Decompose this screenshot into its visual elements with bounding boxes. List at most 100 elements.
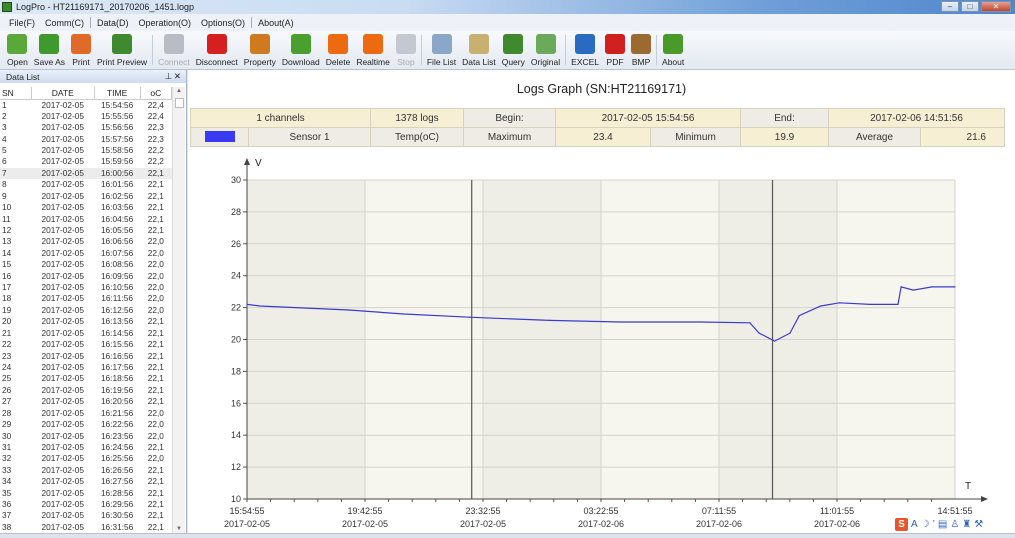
query-button[interactable]: Query [499,31,528,69]
pin-icon[interactable]: ⊥ [164,71,172,81]
menu-data[interactable]: Data(D) [97,17,129,28]
realtime-button[interactable]: Realtime [353,31,393,69]
table-row[interactable]: 25 2017-02-05 16:18:56 22,1 [0,373,172,384]
table-row[interactable]: 37 2017-02-05 16:30:56 22,1 [0,510,172,521]
table-row[interactable]: 24 2017-02-05 16:17:56 22,1 [0,362,172,373]
table-row[interactable]: 15 2017-02-05 16:08:56 22,0 [0,259,172,270]
close-button[interactable]: ✕ [981,1,1011,12]
ime-mode-icon[interactable]: A [911,519,918,530]
table-row[interactable]: 36 2017-02-05 16:29:56 22,1 [0,499,172,510]
original-button[interactable]: Original [528,31,563,69]
table-row[interactable]: 2 2017-02-05 15:55:56 22,4 [0,111,172,122]
file-list-button[interactable]: File List [424,31,459,69]
table-row[interactable]: 33 2017-02-05 16:26:56 22,1 [0,465,172,476]
table-row[interactable]: 20 2017-02-05 16:13:56 22,1 [0,316,172,327]
maximum-label: Maximum [463,127,556,147]
table-row[interactable]: 31 2017-02-05 16:24:56 22,1 [0,442,172,453]
cell-date: 2017-02-05 [41,247,84,258]
connect-button[interactable]: Connect [155,31,193,69]
minimize-button[interactable]: – [941,1,959,12]
download-button[interactable]: Download [279,31,323,69]
menu-comm[interactable]: Comm(C) [45,17,84,28]
table-row[interactable]: 28 2017-02-05 16:21:56 22,0 [0,407,172,418]
column-header-date[interactable]: DATE [31,87,95,100]
cell-sn: 16 [2,270,12,281]
ime-keyboard-icon[interactable]: ▤ [937,519,948,530]
about-button[interactable]: About [659,31,687,69]
table-row[interactable]: 1 2017-02-05 15:54:56 22,4 [0,99,172,111]
data-list-button[interactable]: Data List [459,31,499,69]
table-row[interactable]: 13 2017-02-05 16:06:56 22,0 [0,236,172,247]
table-row[interactable]: 18 2017-02-05 16:11:56 22,0 [0,293,172,304]
ime-toolbar[interactable]: S A ☽ ’ ▤ ♙ ♜ ⚒ [895,518,983,531]
scrollbar-thumb[interactable] [175,98,184,108]
table-row[interactable]: 9 2017-02-05 16:02:56 22,1 [0,190,172,201]
table-row[interactable]: 22 2017-02-05 16:15:56 22,1 [0,339,172,350]
y-tick-label: 22 [231,303,241,313]
table-row[interactable]: 29 2017-02-05 16:22:56 22,0 [0,419,172,430]
table-row[interactable]: 23 2017-02-05 16:16:56 22,1 [0,350,172,361]
cell-time: 16:00:56 [94,167,141,180]
table-row[interactable]: 11 2017-02-05 16:04:56 22,1 [0,213,172,224]
save-as-button[interactable]: Save As [31,31,68,69]
table-row[interactable]: 14 2017-02-05 16:07:56 22,0 [0,248,172,259]
column-header-temp[interactable]: oC [140,87,173,100]
ime-user-icon[interactable]: ♙ [950,519,960,530]
table-row[interactable]: 10 2017-02-05 16:03:56 22,1 [0,202,172,213]
sogou-logo-icon[interactable]: S [895,518,908,531]
ime-punct-icon[interactable]: ’ [932,519,935,530]
data-point [931,286,933,288]
property-button[interactable]: Property [241,31,279,69]
pdf-button[interactable]: PDF [602,31,628,69]
column-header-sn[interactable]: SN [0,87,32,100]
table-row[interactable]: 21 2017-02-05 16:14:56 22,1 [0,328,172,339]
table-row[interactable]: 6 2017-02-05 15:59:56 22,2 [0,156,172,167]
cell-temp: 22,1 [147,521,164,532]
ime-skin-icon[interactable]: ♜ [962,519,972,530]
menu-operation[interactable]: Operation(O) [138,17,192,28]
data-list-scrollbar[interactable]: ▲ ▼ [172,87,185,533]
cell-date: 2017-02-05 [41,510,84,521]
table-row[interactable]: 4 2017-02-05 15:57:56 22,3 [0,133,172,144]
toolbar-separator [420,35,422,65]
column-header-time[interactable]: TIME [94,87,141,100]
table-row[interactable]: 34 2017-02-05 16:27:56 22,1 [0,476,172,487]
ime-settings-icon[interactable]: ⚒ [974,519,984,530]
scroll-down-icon[interactable]: ▼ [176,526,182,532]
menu-about[interactable]: About(A) [258,17,294,28]
table-row[interactable]: 17 2017-02-05 16:10:56 22,0 [0,282,172,293]
y-axis-arrow [244,158,250,165]
table-row[interactable]: 27 2017-02-05 16:20:56 22,1 [0,396,172,407]
ime-moon-icon[interactable]: ☽ [920,519,930,530]
cell-time: 16:01:56 [100,179,134,190]
temperature-chart[interactable]: 10 12 14 16 18 20 22 24 26 28 30 15:54:55 2017-02-05… [188,148,1015,533]
bmp-image-icon [631,34,652,54]
table-row[interactable]: 35 2017-02-05 16:28:56 22,1 [0,487,172,498]
table-row[interactable]: 12 2017-02-05 16:05:56 22,1 [0,225,172,236]
menu-file[interactable]: File(F) [9,17,35,28]
table-row[interactable]: 26 2017-02-05 16:19:56 22,1 [0,385,172,396]
cell-sn: 1 [2,99,7,110]
print-button[interactable]: Print [68,31,94,69]
open-button[interactable]: Open [4,31,31,69]
table-row[interactable]: 8 2017-02-05 16:01:56 22,1 [0,179,172,190]
table-row[interactable]: 19 2017-02-05 16:12:56 22,0 [0,305,172,316]
scroll-up-icon[interactable]: ▲ [176,88,182,94]
table-row[interactable]: 38 2017-02-05 16:31:56 22,1 [0,522,172,533]
print-preview-button[interactable]: Print Preview [94,31,150,69]
table-row[interactable]: 7 2017-02-05 16:00:56 22,1 [0,167,172,180]
delete-button[interactable]: Delete [323,31,354,69]
table-row[interactable]: 30 2017-02-05 16:23:56 22,0 [0,430,172,441]
table-row[interactable]: 16 2017-02-05 16:09:56 22,0 [0,270,172,281]
bmp-button[interactable]: BMP [628,31,654,69]
maximize-button[interactable]: □ [961,1,979,12]
disconnect-button[interactable]: Disconnect [193,31,241,69]
stop-button[interactable]: Stop [393,31,419,69]
close-panel-icon[interactable]: ✕ [173,71,181,81]
table-row[interactable]: 3 2017-02-05 15:56:56 22,3 [0,122,172,133]
table-row[interactable]: 32 2017-02-05 16:25:56 22,0 [0,453,172,464]
excel-button[interactable]: EXCEL [568,31,602,69]
menu-options[interactable]: Options(O) [201,17,246,28]
table-row[interactable]: 5 2017-02-05 15:58:56 22,2 [0,145,172,156]
sensor-color-swatch[interactable] [190,127,249,147]
